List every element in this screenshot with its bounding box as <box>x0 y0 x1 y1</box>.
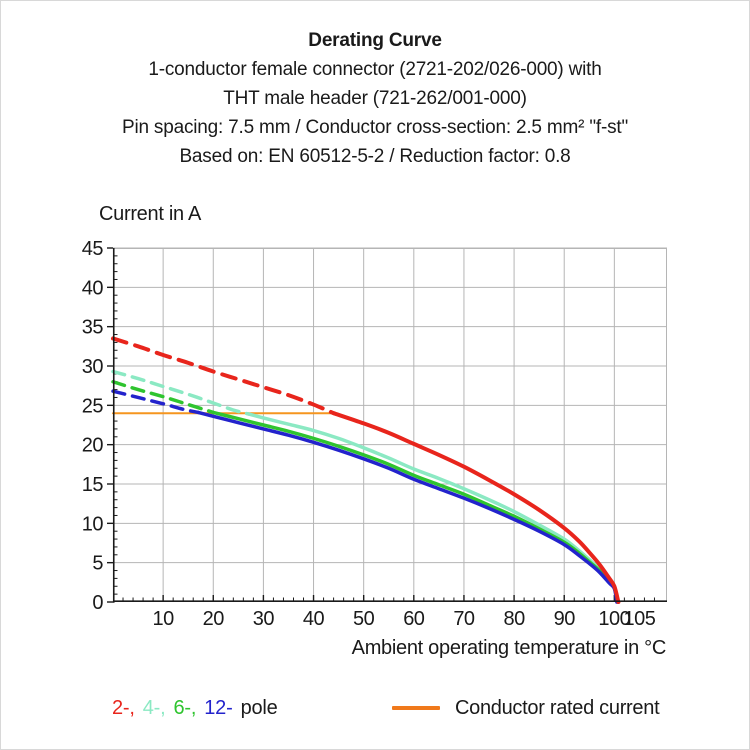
y-tick-label-5: 5 <box>92 553 103 575</box>
chart-subtitle-2: THT male header (721-262/001-000) <box>223 88 527 109</box>
x-tick-label-90: 90 <box>554 608 576 630</box>
x-tick-label-30: 30 <box>253 608 275 630</box>
pole-legend-segment: 4-, <box>142 697 166 719</box>
series-12-pole-solid <box>196 410 619 604</box>
series-2-pole-dashed <box>111 336 336 416</box>
series-12-pole-dashed <box>111 389 200 415</box>
series-2-pole-solid <box>331 411 621 604</box>
y-tick-label-0: 0 <box>92 592 103 614</box>
pole-legend: 2-, 4-, 6-, 12- pole <box>112 697 286 720</box>
x-tick-label-80: 80 <box>503 608 525 630</box>
y-axis-title: Current in A <box>99 203 202 225</box>
y-tick-label-35: 35 <box>82 317 104 339</box>
x-tick-label-60: 60 <box>403 608 425 630</box>
y-tick-label-25: 25 <box>82 395 104 417</box>
rated-current-swatch <box>392 706 440 710</box>
series-6-pole-dashed <box>111 379 216 415</box>
chart-subtitle-1: 1-conductor female connector (2721-202/0… <box>148 59 602 80</box>
series-4-pole-solid <box>246 412 620 604</box>
x-tick-label-10: 10 <box>153 608 175 630</box>
rated-current-label: Conductor rated current <box>455 697 660 719</box>
pole-legend-segment: 2-, <box>112 697 135 719</box>
y-tick-label-20: 20 <box>82 435 104 457</box>
y-tick-label-45: 45 <box>82 238 104 260</box>
chart-title: Derating Curve <box>308 30 442 51</box>
series-6-pole-solid <box>211 410 620 604</box>
y-tick-label-10: 10 <box>82 513 104 535</box>
x-tick-label-50: 50 <box>353 608 375 630</box>
y-tick-label-40: 40 <box>82 277 104 299</box>
x-tick-label-20: 20 <box>203 608 225 630</box>
x-tick-label-70: 70 <box>453 608 475 630</box>
y-tick-label-30: 30 <box>82 356 104 378</box>
x-tick-label-40: 40 <box>303 608 325 630</box>
x-tick-label-100: 100 <box>598 608 630 630</box>
pole-legend-segment: pole <box>240 697 278 719</box>
title-block: Derating Curve 1-conductor female connec… <box>0 26 750 171</box>
pole-legend-segment: 6-, <box>173 697 197 719</box>
y-tick-label-15: 15 <box>82 474 104 496</box>
pole-legend-segment: 12- <box>204 697 233 719</box>
x-tick-label-105: 105 <box>623 608 655 630</box>
x-axis-title: Ambient operating temperature in °C <box>351 637 667 659</box>
chart-subtitle-3: Pin spacing: 7.5 mm / Conductor cross-se… <box>121 117 628 138</box>
chart-subtitle-4: Based on: EN 60512-5-2 / Reduction facto… <box>179 146 571 167</box>
series-4-pole-dashed <box>111 369 251 416</box>
